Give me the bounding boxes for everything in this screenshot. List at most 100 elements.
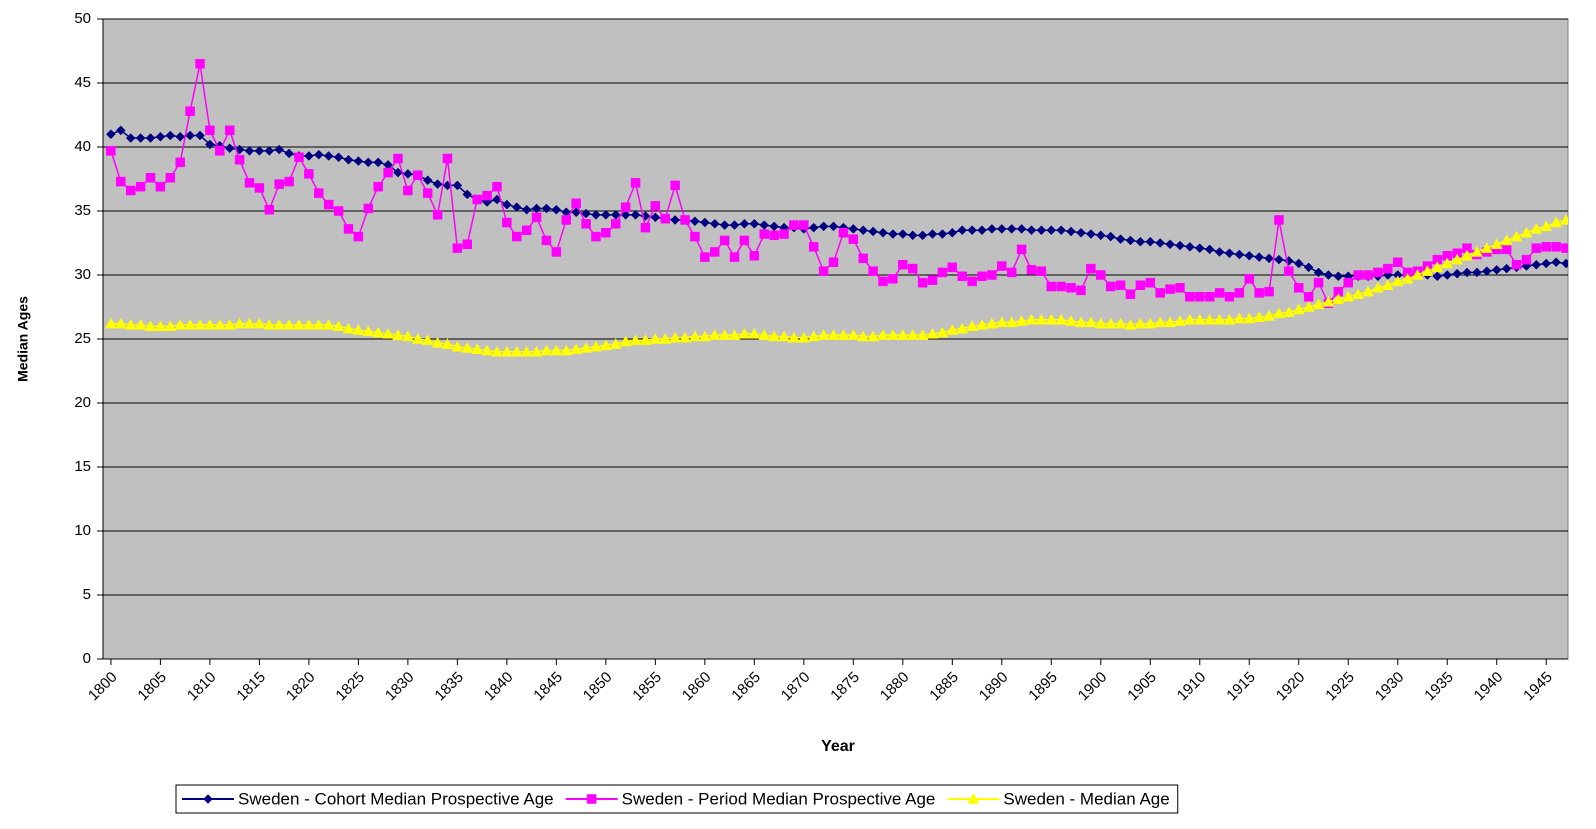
marker <box>599 339 612 351</box>
marker <box>590 340 602 352</box>
marker <box>1076 227 1086 238</box>
marker <box>957 225 968 236</box>
marker <box>1363 270 1373 280</box>
marker <box>273 318 286 330</box>
marker <box>779 229 789 239</box>
marker <box>343 154 354 165</box>
x-tick-label: 1910 <box>1174 669 1210 705</box>
marker <box>966 320 979 331</box>
marker <box>373 181 383 192</box>
marker <box>393 153 403 164</box>
marker <box>1055 313 1068 325</box>
marker <box>1490 238 1503 250</box>
marker <box>441 338 454 349</box>
marker <box>1144 317 1157 329</box>
marker <box>1263 309 1275 321</box>
y-tick-label: 10 <box>74 522 91 539</box>
marker <box>1096 270 1106 280</box>
marker <box>1471 245 1483 257</box>
marker <box>1084 316 1097 328</box>
marker <box>1372 281 1384 293</box>
marker <box>560 344 573 356</box>
marker <box>1026 225 1037 236</box>
marker <box>1135 280 1146 290</box>
marker <box>749 218 760 229</box>
marker <box>827 329 840 340</box>
marker <box>323 151 334 161</box>
marker <box>125 185 136 196</box>
marker <box>442 153 453 164</box>
y-tick-label: 5 <box>83 586 91 603</box>
marker <box>175 131 186 142</box>
marker <box>639 334 652 346</box>
marker <box>184 318 197 330</box>
marker <box>1451 253 1464 265</box>
marker <box>1391 275 1404 287</box>
marker <box>403 185 413 196</box>
marker <box>670 215 680 225</box>
marker <box>244 145 255 156</box>
marker <box>1540 220 1553 232</box>
marker <box>838 228 849 238</box>
marker <box>1462 243 1472 253</box>
x-tick-label: 1855 <box>629 669 665 705</box>
marker <box>1026 265 1037 275</box>
marker <box>254 145 265 156</box>
marker <box>510 345 523 357</box>
marker <box>422 188 433 198</box>
marker <box>1165 284 1175 294</box>
x-tick-label: 1895 <box>1025 669 1061 705</box>
marker <box>332 320 345 331</box>
marker <box>343 224 354 234</box>
marker <box>1075 316 1087 328</box>
marker <box>640 222 651 233</box>
marker <box>1323 270 1334 280</box>
marker <box>837 329 850 340</box>
marker <box>985 317 998 329</box>
x-tick-label: 1840 <box>481 669 517 705</box>
marker <box>462 239 473 250</box>
marker <box>1213 313 1226 325</box>
marker <box>422 175 433 186</box>
marker <box>1282 306 1295 317</box>
marker <box>1094 317 1107 329</box>
marker <box>570 343 583 354</box>
legend-box <box>175 784 1179 814</box>
marker <box>1511 260 1522 270</box>
marker <box>650 201 661 211</box>
marker <box>561 215 572 225</box>
marker <box>690 216 700 227</box>
marker <box>709 218 720 229</box>
marker <box>452 243 463 253</box>
marker <box>1294 283 1304 293</box>
marker <box>1472 267 1482 278</box>
x-tick-label: 1810 <box>184 669 220 705</box>
marker <box>967 225 977 236</box>
marker <box>1234 249 1245 260</box>
marker <box>1352 288 1365 299</box>
marker <box>175 157 185 168</box>
marker <box>492 181 502 192</box>
marker <box>1274 215 1284 225</box>
marker <box>946 324 959 335</box>
marker <box>353 156 364 166</box>
marker <box>1115 234 1126 245</box>
marker <box>1185 292 1195 302</box>
marker <box>1541 242 1551 252</box>
marker <box>1550 216 1563 228</box>
series <box>106 59 1568 308</box>
series-line <box>110 219 1567 353</box>
marker <box>1561 243 1568 253</box>
marker <box>312 318 325 330</box>
marker <box>165 172 176 183</box>
marker <box>520 345 533 357</box>
marker <box>1233 312 1246 324</box>
x-tick-label: 1860 <box>679 669 715 705</box>
marker <box>1431 261 1444 273</box>
x-tick-label: 1880 <box>877 669 913 705</box>
marker <box>1254 288 1264 298</box>
marker <box>630 178 641 188</box>
marker <box>670 180 680 191</box>
marker <box>848 234 859 244</box>
